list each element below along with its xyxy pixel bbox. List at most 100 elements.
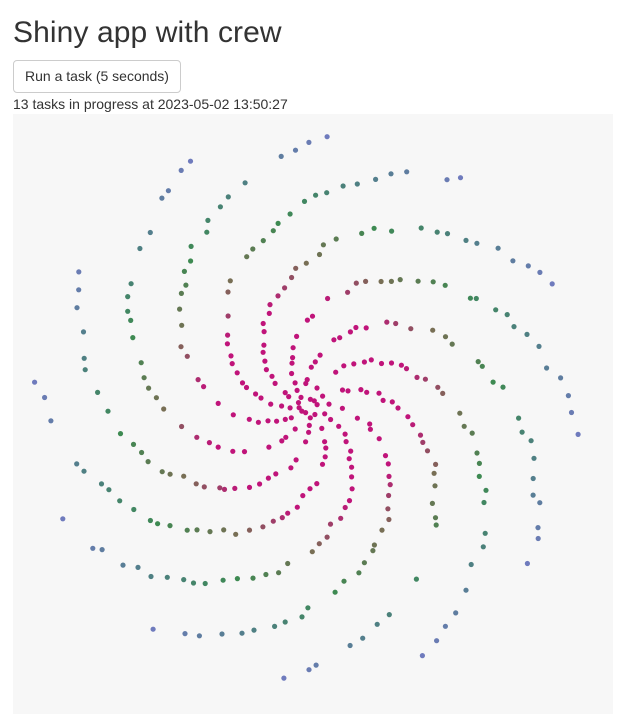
- scatter-point: [165, 188, 171, 194]
- scatter-point: [403, 366, 410, 372]
- scatter-point: [233, 531, 239, 537]
- scatter-point: [147, 517, 153, 524]
- page-title: Shiny app with crew: [13, 16, 282, 49]
- scatter-point: [442, 623, 448, 629]
- scatter-point: [306, 139, 312, 145]
- status-text: 13 tasks in progress at 2023-05-02 13:50…: [13, 96, 288, 112]
- scatter-point: [290, 345, 296, 351]
- scatter-point: [322, 411, 328, 417]
- scatter-point: [250, 246, 256, 252]
- scatter-point: [239, 380, 246, 386]
- scatter-point: [289, 274, 295, 281]
- scatter-point: [530, 475, 536, 482]
- scatter-point: [217, 204, 223, 210]
- scatter-point: [482, 530, 488, 536]
- run-task-button[interactable]: Run a task (5 seconds): [13, 60, 181, 93]
- scatter-point: [467, 295, 473, 301]
- scatter-point: [341, 578, 347, 584]
- scatter-point: [230, 448, 236, 454]
- scatter-point: [359, 230, 365, 236]
- scatter-point: [202, 580, 208, 587]
- scatter-point: [255, 419, 261, 425]
- scatter-point: [287, 211, 293, 217]
- scatter-point: [430, 327, 436, 333]
- scatter-point: [201, 484, 207, 490]
- scatter-point: [519, 429, 525, 435]
- scatter-point: [272, 380, 278, 386]
- scatter-point: [386, 516, 392, 523]
- scatter-point: [99, 547, 105, 553]
- scatter-point: [490, 379, 496, 385]
- scatter-point: [246, 484, 253, 490]
- scatter-point: [342, 431, 348, 437]
- scatter-point: [339, 405, 345, 411]
- scatter-point: [495, 245, 501, 251]
- scatter-point: [130, 335, 136, 341]
- scatter-point: [345, 289, 351, 295]
- scatter-point: [243, 384, 250, 391]
- scatter-point: [410, 422, 416, 428]
- scatter-point: [333, 236, 339, 242]
- scatter-point: [500, 384, 506, 390]
- scatter-point: [287, 405, 293, 411]
- scatter-point: [306, 429, 312, 435]
- scatter-point: [469, 430, 475, 436]
- scatter-point: [349, 486, 355, 492]
- scatter-point: [536, 343, 542, 349]
- scatter-point: [128, 317, 134, 323]
- scatter-point: [339, 387, 346, 393]
- scatter-point: [217, 485, 223, 491]
- spiral-plot-svg: [13, 114, 613, 714]
- scatter-point: [120, 562, 126, 568]
- scatter-point: [347, 642, 353, 649]
- scatter-point: [442, 282, 448, 288]
- scatter-point: [177, 306, 183, 312]
- scatter-point: [261, 342, 267, 348]
- scatter-point: [387, 482, 393, 488]
- scatter-point: [279, 438, 285, 444]
- scatter-point: [294, 333, 300, 339]
- scatter-point: [308, 364, 314, 370]
- scatter-point: [194, 527, 200, 533]
- scatter-point: [293, 265, 299, 271]
- scatter-point: [326, 401, 332, 407]
- scatter-point: [289, 360, 295, 366]
- scatter-point: [353, 280, 359, 286]
- scatter-point: [415, 278, 421, 284]
- scatter-point: [336, 423, 342, 429]
- scatter-point: [76, 287, 82, 293]
- scatter-point: [431, 470, 437, 476]
- scatter-point: [196, 633, 202, 639]
- scatter-point: [370, 548, 376, 554]
- scatter-point: [373, 176, 379, 182]
- scatter-point: [479, 363, 485, 369]
- scatter-point: [167, 471, 173, 477]
- scatter-point: [349, 464, 355, 470]
- scatter-point: [141, 375, 147, 381]
- scatter-point: [193, 481, 199, 487]
- scatter-point: [309, 549, 315, 555]
- scatter-point: [95, 389, 101, 395]
- scatter-point: [81, 468, 87, 474]
- scatter-point: [342, 504, 348, 511]
- scatter-point: [314, 385, 320, 391]
- scatter-point: [267, 302, 273, 308]
- scatter-point: [327, 521, 334, 527]
- scatter-point: [178, 167, 184, 173]
- scatter-point: [150, 626, 156, 632]
- scatter-point: [215, 400, 221, 406]
- scatter-point: [422, 376, 428, 382]
- scatter-point: [434, 638, 440, 644]
- scatter-point: [130, 441, 137, 447]
- scatter-point: [376, 390, 382, 396]
- scatter-point: [225, 332, 231, 338]
- scatter-point: [106, 487, 112, 493]
- scatter-point: [313, 662, 319, 668]
- scatter-point: [268, 401, 274, 407]
- scatter-point: [117, 431, 124, 437]
- scatter-point: [266, 310, 272, 316]
- scatter-point: [201, 384, 207, 390]
- scatter-point: [273, 471, 279, 477]
- scatter-point: [260, 320, 266, 327]
- scatter-point: [473, 295, 479, 302]
